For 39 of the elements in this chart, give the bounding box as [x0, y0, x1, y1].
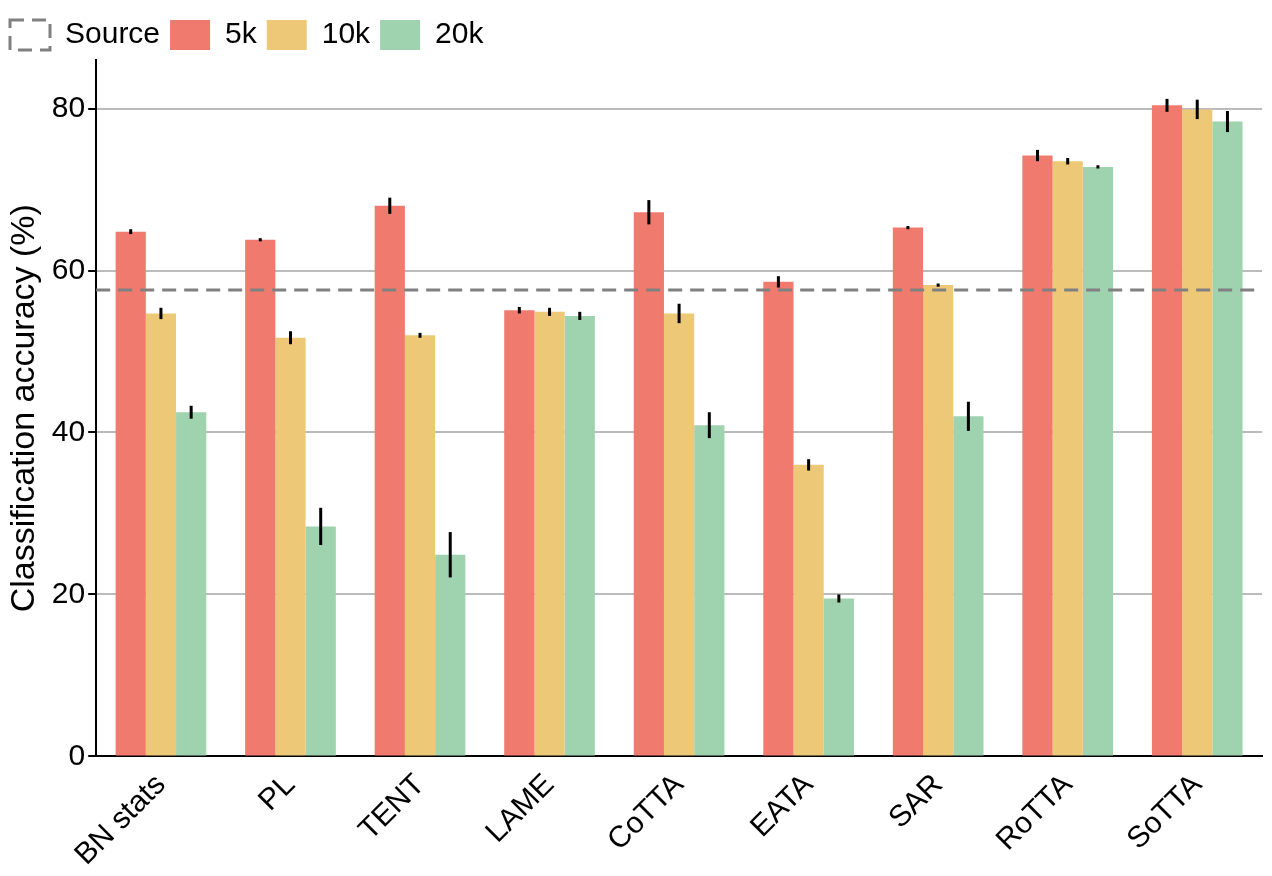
- y-tick-label: 60: [51, 251, 86, 285]
- bar: [823, 598, 854, 756]
- bar: [176, 412, 207, 756]
- bar: [1212, 121, 1243, 756]
- y-tick-label: 0: [68, 737, 86, 771]
- bar: [694, 425, 725, 756]
- bar: [1082, 166, 1114, 756]
- bar: [633, 212, 664, 756]
- bar: [305, 526, 336, 756]
- bar: [763, 281, 794, 756]
- bar: [435, 554, 466, 756]
- bar: [115, 231, 146, 756]
- bar: [1182, 109, 1213, 756]
- legend-label: 20k: [435, 16, 485, 50]
- bar: [564, 315, 595, 756]
- y-axis-title: Classification accuracy (%): [2, 204, 41, 613]
- bar: [1052, 161, 1083, 756]
- bar: [923, 285, 954, 756]
- x-tick-label: SAR: [881, 766, 949, 834]
- bar: [663, 313, 695, 756]
- y-tick-label: 40: [51, 413, 86, 447]
- bar: [245, 239, 276, 756]
- bar: [892, 227, 924, 756]
- legend-label: Source: [65, 16, 161, 50]
- bar: [1022, 155, 1053, 756]
- bar: [1151, 105, 1183, 756]
- bar: [504, 310, 535, 756]
- bar: [145, 313, 177, 756]
- y-tick-label: 20: [51, 575, 86, 609]
- legend-label: 5k: [225, 16, 258, 50]
- x-tick-label: PL: [251, 766, 301, 817]
- bar: [534, 311, 565, 756]
- bar: [793, 464, 824, 756]
- y-tick-label: 80: [51, 89, 86, 123]
- bar: [275, 337, 306, 756]
- bar: [404, 335, 436, 756]
- bar: [374, 205, 405, 756]
- legend-label: 10k: [321, 16, 372, 50]
- bar: [953, 416, 984, 756]
